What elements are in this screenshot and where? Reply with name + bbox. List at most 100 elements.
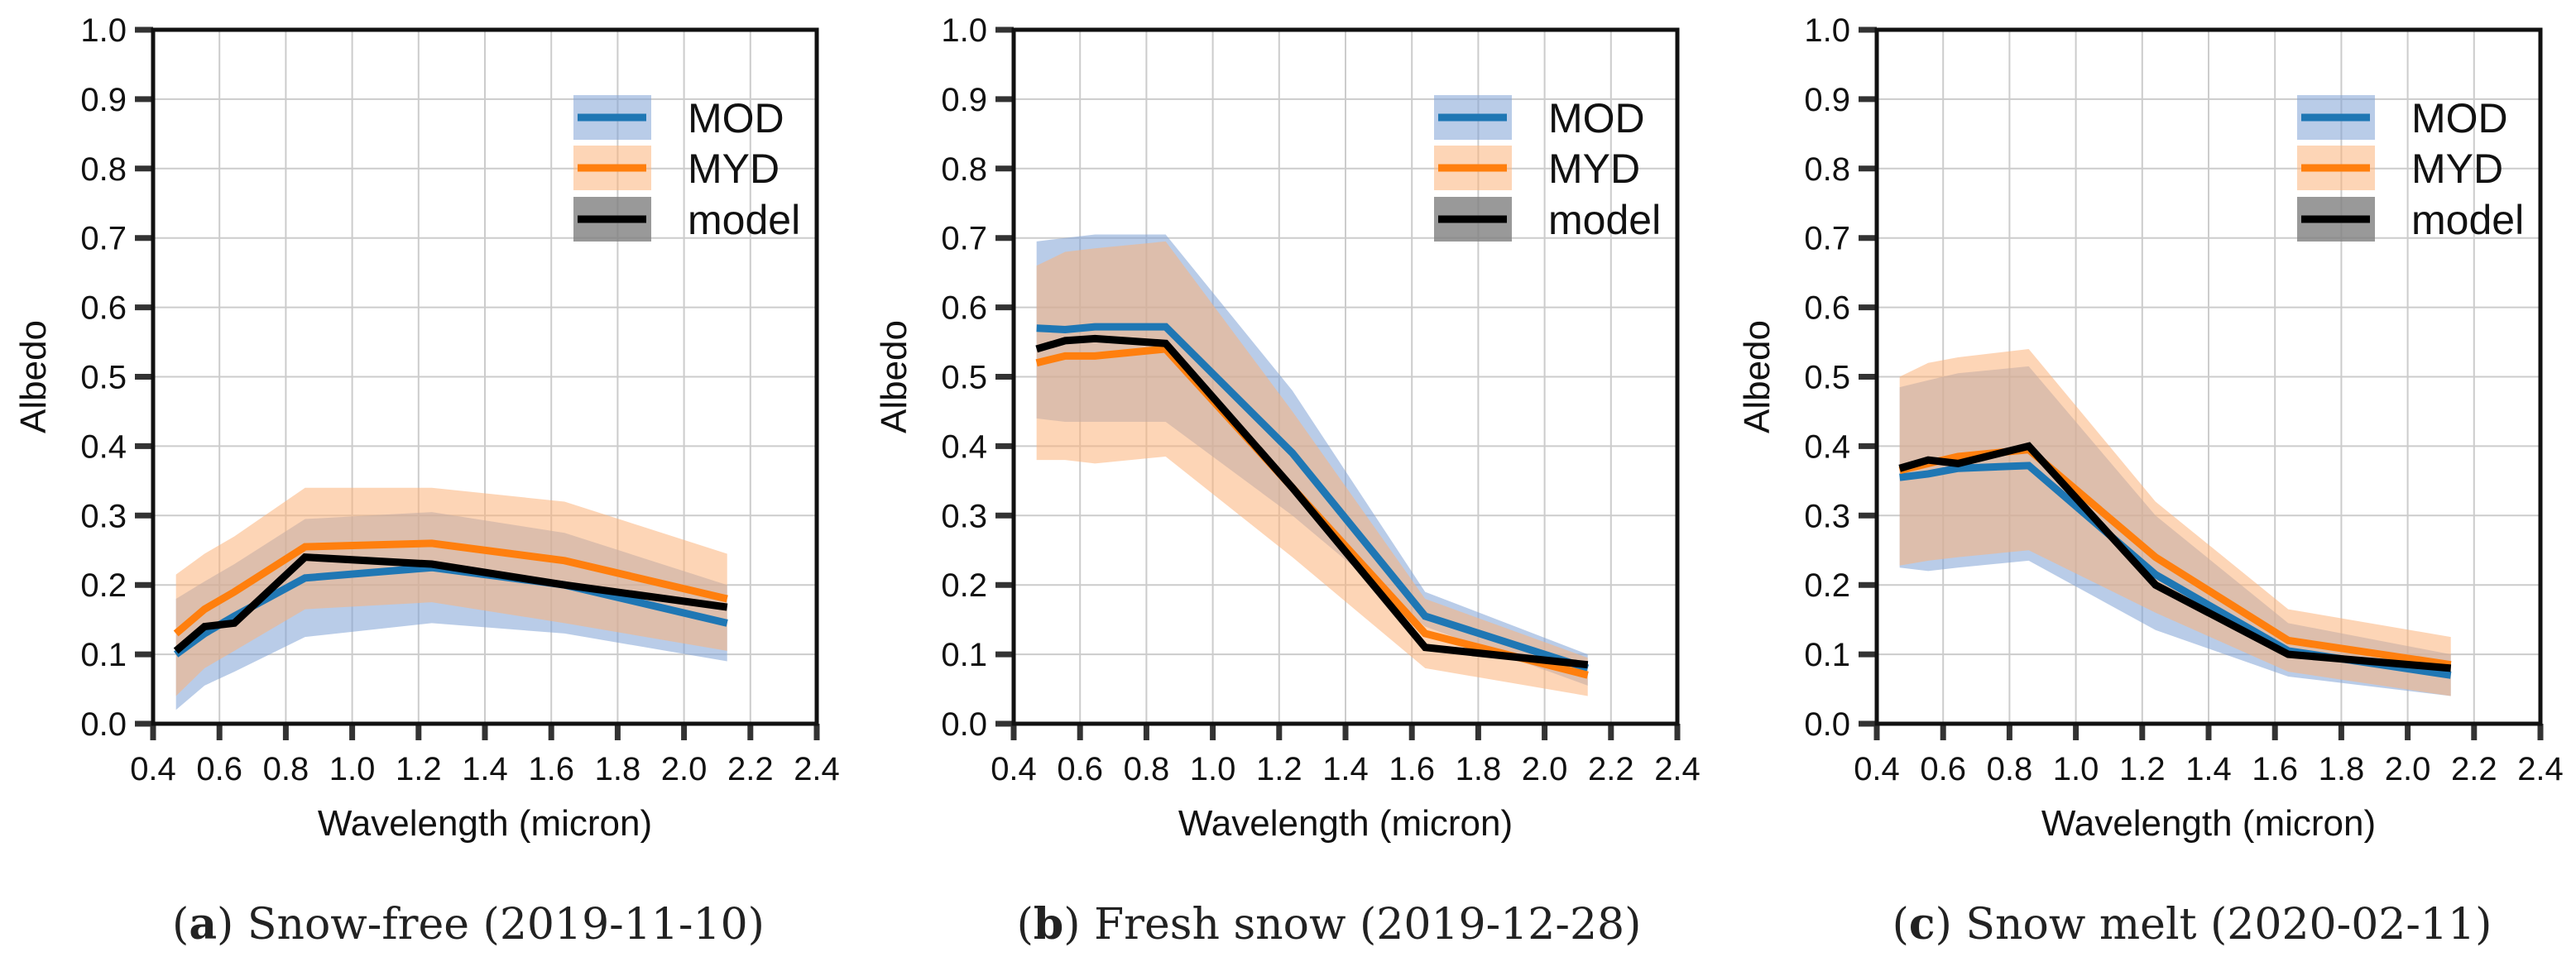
x-tick-label: 1.2 (2119, 751, 2166, 787)
y-tick-label: 0.5 (941, 360, 987, 396)
y-tick-label: 0.1 (1804, 637, 1850, 673)
band-myd (175, 487, 727, 696)
x-tick-label: 1.6 (528, 751, 574, 787)
caption-paren-open: ( (1017, 900, 1034, 950)
panel-caption: (c) Snow melt (2020-02-11) (1892, 899, 2492, 950)
legend-label-myd: MYD (688, 146, 780, 192)
x-tick-label: 0.6 (1920, 751, 1966, 787)
y-tick-label: 0.0 (941, 706, 987, 743)
legend-label-mod: MOD (1548, 95, 1645, 141)
panel-caption: (b) Fresh snow (2019-12-28) (1017, 899, 1642, 950)
caption-paren-close: ) (1063, 900, 1094, 950)
x-tick-label: 1.2 (396, 751, 442, 787)
y-tick-label: 0.3 (80, 498, 127, 534)
y-tick-label: 0.7 (80, 221, 127, 257)
x-tick-label: 1.0 (2053, 751, 2099, 787)
x-tick-label: 2.2 (1588, 751, 1634, 787)
x-tick-label: 2.2 (727, 751, 774, 787)
x-tick-label: 1.4 (462, 751, 508, 787)
x-tick-label: 0.4 (991, 751, 1037, 787)
y-tick-label: 0.1 (941, 637, 987, 673)
x-tick-label: 1.8 (595, 751, 641, 787)
caption-panel-letter: c (1909, 899, 1936, 950)
series-line-model (1035, 334, 1589, 669)
legend-label-mod: MOD (688, 95, 784, 141)
y-tick-label: 0.7 (941, 221, 987, 257)
x-tick-label: 0.8 (263, 751, 309, 787)
y-tick-label: 0.6 (941, 290, 987, 327)
y-tick-label: 0.3 (1804, 498, 1850, 534)
chart-panel-b: 0.4 0.6 0.8 1.0 1.2 1.4 1.6 1.8 2.0 2.2 2.4 0.0 0.1 0… (874, 12, 1701, 950)
x-tick-label: 2.4 (794, 751, 840, 787)
legend-label-model: model (2411, 197, 2524, 243)
y-tick-label: 0.4 (1804, 428, 1850, 465)
y-tick-label: 0.5 (80, 360, 127, 396)
x-tick-label: 1.4 (1322, 751, 1369, 787)
y-axis-label: Albedo (13, 320, 54, 433)
y-tick-label: 0.2 (1804, 567, 1850, 604)
y-tick-label: 0.1 (80, 637, 127, 673)
legend-label-myd: MYD (1548, 146, 1640, 192)
caption-title: Snow-free (2019-11-10) (247, 900, 765, 950)
legend-label-model: model (1548, 197, 1661, 243)
x-axis-label: Wavelength (micron) (2041, 803, 2376, 844)
y-tick-label: 0.9 (80, 82, 127, 118)
x-tick-label: 2.4 (1654, 751, 1701, 787)
caption-title: Fresh snow (2019-12-28) (1094, 900, 1641, 950)
x-tick-label: 2.0 (661, 751, 708, 787)
y-tick-label: 0.7 (1804, 221, 1850, 257)
x-tick-label: 1.4 (2185, 751, 2232, 787)
y-tick-label: 0.2 (941, 567, 987, 604)
x-tick-label: 1.2 (1256, 751, 1302, 787)
y-tick-label: 0.8 (80, 151, 127, 188)
y-tick-label: 0.5 (1804, 360, 1850, 396)
x-tick-label: 2.2 (2451, 751, 2497, 787)
x-tick-label: 2.0 (2385, 751, 2431, 787)
x-tick-label: 0.6 (196, 751, 242, 787)
x-tick-label: 0.8 (1987, 751, 2033, 787)
legend-label-mod: MOD (2411, 95, 2508, 141)
caption-panel-letter: a (189, 899, 217, 950)
caption-paren-open: ( (172, 900, 189, 950)
y-tick-label: 1.0 (80, 12, 127, 49)
x-tick-label: 1.0 (1190, 751, 1236, 787)
y-tick-label: 0.0 (80, 706, 127, 743)
caption-panel-letter: b (1034, 899, 1063, 950)
x-tick-label: 1.6 (2252, 751, 2298, 787)
y-tick-label: 0.2 (80, 567, 127, 604)
series-line-myd (173, 539, 728, 637)
x-tick-label: 2.4 (2517, 751, 2564, 787)
y-tick-label: 0.0 (1804, 706, 1850, 743)
x-tick-label: 1.0 (329, 751, 376, 787)
y-tick-label: 0.8 (1804, 151, 1850, 188)
x-tick-label: 0.8 (1124, 751, 1170, 787)
panel-caption: (a) Snow-free (2019-11-10) (172, 899, 765, 950)
series-line-model (173, 553, 728, 654)
x-tick-label: 0.6 (1057, 751, 1103, 787)
caption-paren-open: ( (1892, 900, 1909, 950)
y-tick-label: 0.4 (941, 428, 987, 465)
series-line-mod (1036, 323, 1590, 672)
caption-paren-close: ) (217, 900, 247, 950)
caption-title: Snow melt (2020-02-11) (1965, 900, 2492, 950)
axes-frame (1011, 27, 1680, 726)
y-tick-label: 0.4 (80, 428, 127, 465)
series-line-model (1898, 442, 2452, 672)
legend-label-model: model (688, 197, 800, 243)
x-axis-label: Wavelength (micron) (1178, 803, 1513, 844)
chart-panel-c: 0.4 0.6 0.8 1.0 1.2 1.4 1.6 1.8 2.0 2.2 2.4 0.0 0.1 0… (1737, 12, 2564, 950)
legend-label-myd: MYD (2411, 146, 2503, 192)
axes-frame (151, 27, 819, 726)
y-axis-label: Albedo (1737, 320, 1777, 433)
y-tick-label: 0.6 (1804, 290, 1850, 327)
y-tick-label: 0.9 (1804, 82, 1850, 118)
caption-paren-close: ) (1936, 900, 1966, 950)
y-tick-label: 0.8 (941, 151, 987, 188)
x-tick-label: 0.4 (1854, 751, 1900, 787)
y-tick-label: 0.9 (941, 82, 987, 118)
x-tick-label: 0.4 (130, 751, 176, 787)
y-tick-label: 0.6 (80, 290, 127, 327)
legend: MOD MYD model (2297, 95, 2524, 243)
x-tick-label: 1.8 (1456, 751, 1502, 787)
